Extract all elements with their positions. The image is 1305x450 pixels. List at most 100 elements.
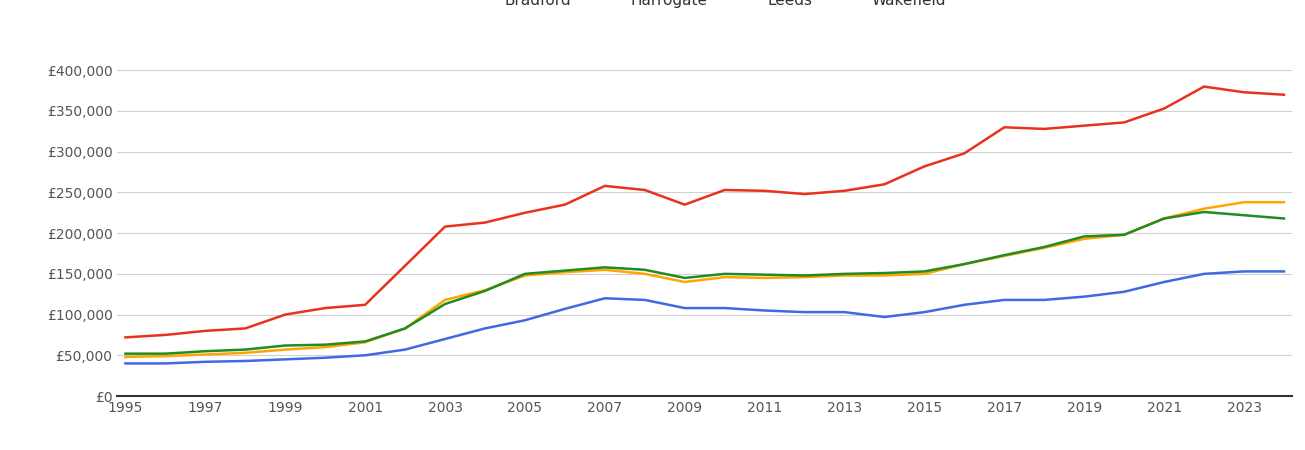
Leeds <box>517 273 532 278</box>
Harrogate <box>837 188 852 194</box>
Harrogate <box>637 187 652 193</box>
Bradford <box>1276 269 1292 274</box>
Wakefield <box>637 267 652 273</box>
Leeds <box>557 270 573 275</box>
Wakefield <box>238 347 253 352</box>
Leeds <box>677 279 693 285</box>
Leeds <box>797 274 813 280</box>
Wakefield <box>278 343 294 348</box>
Bradford <box>278 357 294 362</box>
Leeds <box>358 340 373 345</box>
Harrogate <box>1156 106 1172 111</box>
Leeds <box>877 273 893 278</box>
Wakefield <box>117 351 133 356</box>
Harrogate <box>517 210 532 216</box>
Wakefield <box>1036 244 1052 250</box>
Leeds <box>997 253 1013 259</box>
Wakefield <box>997 252 1013 258</box>
Wakefield <box>437 302 453 307</box>
Harrogate <box>437 224 453 230</box>
Harrogate <box>158 332 174 338</box>
Leeds <box>158 353 174 359</box>
Bradford <box>596 296 612 301</box>
Harrogate <box>117 335 133 340</box>
Harrogate <box>957 151 972 156</box>
Harrogate <box>397 263 412 268</box>
Leeds <box>1276 199 1292 205</box>
Leeds <box>478 288 493 293</box>
Bradford <box>1156 279 1172 285</box>
Harrogate <box>997 125 1013 130</box>
Wakefield <box>677 275 693 281</box>
Wakefield <box>1276 216 1292 221</box>
Wakefield <box>517 271 532 277</box>
Harrogate <box>1236 90 1251 95</box>
Leeds <box>397 326 412 331</box>
Harrogate <box>278 312 294 317</box>
Bradford <box>1036 297 1052 302</box>
Bradford <box>317 355 333 360</box>
Harrogate <box>1116 120 1131 125</box>
Bradford <box>197 359 213 364</box>
Line: Harrogate: Harrogate <box>125 86 1284 338</box>
Harrogate <box>317 306 333 311</box>
Wakefield <box>877 270 893 276</box>
Bradford <box>797 310 813 315</box>
Harrogate <box>596 183 612 189</box>
Wakefield <box>596 265 612 270</box>
Leeds <box>437 297 453 302</box>
Bradford <box>117 361 133 366</box>
Wakefield <box>716 271 732 277</box>
Leeds <box>916 271 932 277</box>
Line: Bradford: Bradford <box>125 271 1284 364</box>
Wakefield <box>797 273 813 278</box>
Bradford <box>158 361 174 366</box>
Leeds <box>716 274 732 280</box>
Bradford <box>677 306 693 311</box>
Harrogate <box>757 188 773 194</box>
Leeds <box>637 271 652 277</box>
Wakefield <box>358 339 373 344</box>
Leeds <box>1036 245 1052 251</box>
Leeds <box>596 267 612 273</box>
Leeds <box>117 354 133 360</box>
Harrogate <box>478 220 493 225</box>
Bradford <box>557 306 573 311</box>
Legend: Bradford, Harrogate, Leeds, Wakefield: Bradford, Harrogate, Leeds, Wakefield <box>457 0 953 14</box>
Bradford <box>837 310 852 315</box>
Bradford <box>358 353 373 358</box>
Wakefield <box>1197 209 1212 215</box>
Leeds <box>957 261 972 267</box>
Wakefield <box>757 272 773 277</box>
Bradford <box>716 306 732 311</box>
Leeds <box>1077 236 1092 242</box>
Harrogate <box>1036 126 1052 131</box>
Bradford <box>997 297 1013 302</box>
Bradford <box>238 358 253 364</box>
Bradford <box>397 347 412 352</box>
Leeds <box>238 350 253 356</box>
Leeds <box>197 352 213 357</box>
Harrogate <box>1276 92 1292 97</box>
Harrogate <box>1077 123 1092 128</box>
Leeds <box>1116 232 1131 238</box>
Line: Wakefield: Wakefield <box>125 212 1284 354</box>
Harrogate <box>797 191 813 197</box>
Harrogate <box>197 328 213 333</box>
Harrogate <box>716 187 732 193</box>
Wakefield <box>1236 212 1251 218</box>
Bradford <box>637 297 652 302</box>
Bradford <box>478 326 493 331</box>
Wakefield <box>317 342 333 347</box>
Bradford <box>1236 269 1251 274</box>
Bradford <box>437 336 453 342</box>
Leeds <box>278 347 294 352</box>
Wakefield <box>478 288 493 294</box>
Bradford <box>1197 271 1212 277</box>
Harrogate <box>877 182 893 187</box>
Bradford <box>1077 294 1092 299</box>
Wakefield <box>1156 216 1172 221</box>
Bradford <box>757 308 773 313</box>
Leeds <box>1236 199 1251 205</box>
Harrogate <box>238 326 253 331</box>
